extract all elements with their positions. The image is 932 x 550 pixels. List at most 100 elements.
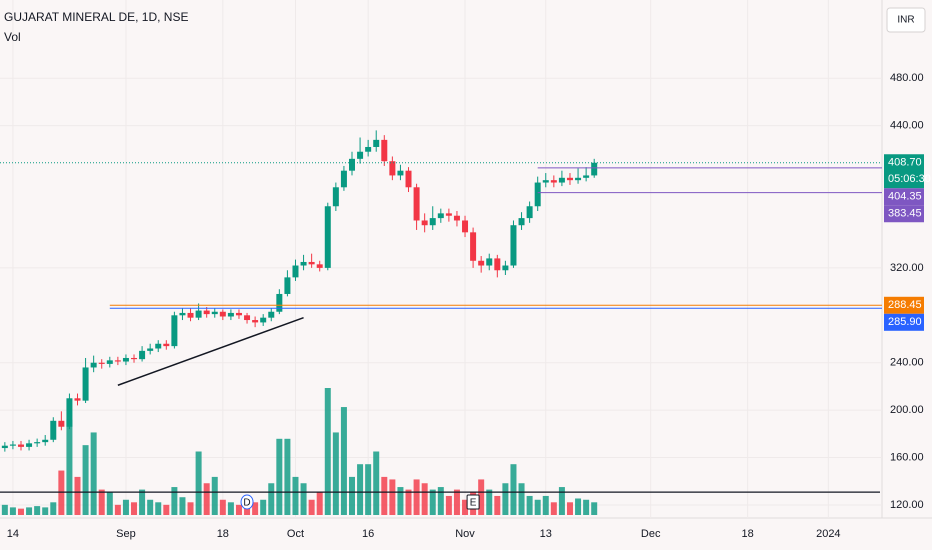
volume-bar [284,438,291,515]
x-tick-label: Nov [455,528,475,540]
y-tick-label: 200.00 [890,404,924,416]
volume-bar [397,487,404,515]
volume-bar [114,504,121,515]
candle-body [340,170,347,188]
candle-body [203,310,210,315]
candle-body [58,420,65,427]
volume-bar [566,502,573,515]
countdown-label: 05:06:30 [888,173,931,185]
candle-body [478,260,485,266]
volume-bar [131,502,138,515]
volume-bar [227,502,234,515]
candle-body [131,357,138,360]
event-label: E [470,498,477,509]
candle-body [591,162,598,176]
candle-body [502,265,509,271]
volume-bar [139,489,146,515]
volume-bar [244,504,251,515]
volume-bar [9,507,16,515]
event-marker [240,494,254,510]
volume-bar [211,476,218,515]
candle-body [90,362,97,368]
x-tick-label: Dec [641,528,661,540]
candle-body [316,264,323,268]
volume-bar [453,489,460,515]
price-label-box [884,154,924,189]
candle-body [397,170,404,176]
candle-body [405,170,412,188]
candle-body [575,177,582,181]
volume-bar [98,489,105,515]
volume-bar [494,495,501,515]
volume-bar [373,451,380,515]
candle-body [17,444,24,447]
volume-bar [82,445,89,515]
price-label-box [884,205,924,223]
y-tick-label: 240.00 [890,357,924,369]
candle-body [66,398,73,427]
candle-body [34,442,41,444]
volume-bar [292,476,299,515]
volume-bar [526,495,533,515]
candle-body [462,220,469,233]
volume-bar [155,502,162,515]
volume-bar [389,479,396,515]
candle-body [163,343,170,347]
candle-body [566,177,573,181]
y-tick-label: 160.00 [890,451,924,463]
candle-body [244,315,251,321]
candle-body [155,343,162,349]
candle-body [332,187,339,207]
volume-bar [106,492,113,515]
currency-label[interactable]: INR [897,15,914,26]
candle-body [518,218,525,226]
candle-body [42,439,49,443]
candle-body [268,311,275,318]
event-label: D [243,498,250,509]
candle-body [82,367,89,401]
candle-body [373,139,380,147]
volume-bar [510,464,517,515]
volume-bar [445,495,452,515]
price-label: 285.90 [888,316,922,328]
candle-body [308,261,315,265]
volume-bar [300,483,307,515]
volume-bar [90,432,97,515]
volume-bar [252,502,259,515]
candle-body [470,232,477,261]
volume-bar [534,499,541,515]
volume-bar [462,499,469,515]
candle-body [171,315,178,347]
candle-body [187,312,194,318]
candle-body [349,158,355,171]
candle-body [211,311,218,315]
volume-bar [583,499,590,515]
volume-bar [187,502,194,515]
volume-bar [421,483,428,515]
chart-title: GUJARAT MINERAL DE, 1D, NSE [4,10,188,24]
candle-body [179,312,186,316]
volume-bar [357,464,364,515]
x-tick-label: 16 [362,528,374,540]
candle-body [98,362,105,364]
candle-body [421,220,428,226]
price-label-box [884,296,924,314]
x-tick-label: Sep [116,528,136,540]
candle-body [357,151,364,159]
candle-body [494,258,501,271]
volume-bar [316,492,323,515]
volume-bar [50,502,57,515]
volume-bar [171,487,178,515]
volume-bar [575,498,582,515]
x-tick-label: 13 [540,528,552,540]
volume-bar [195,451,202,515]
currency-button[interactable] [886,7,926,33]
volume-bar [260,499,267,515]
candle-body [510,225,517,266]
volume-bar [163,504,170,515]
volume-bar [429,489,436,515]
candle-body [252,320,259,323]
candle-body [365,146,372,152]
candle-body [583,175,590,178]
